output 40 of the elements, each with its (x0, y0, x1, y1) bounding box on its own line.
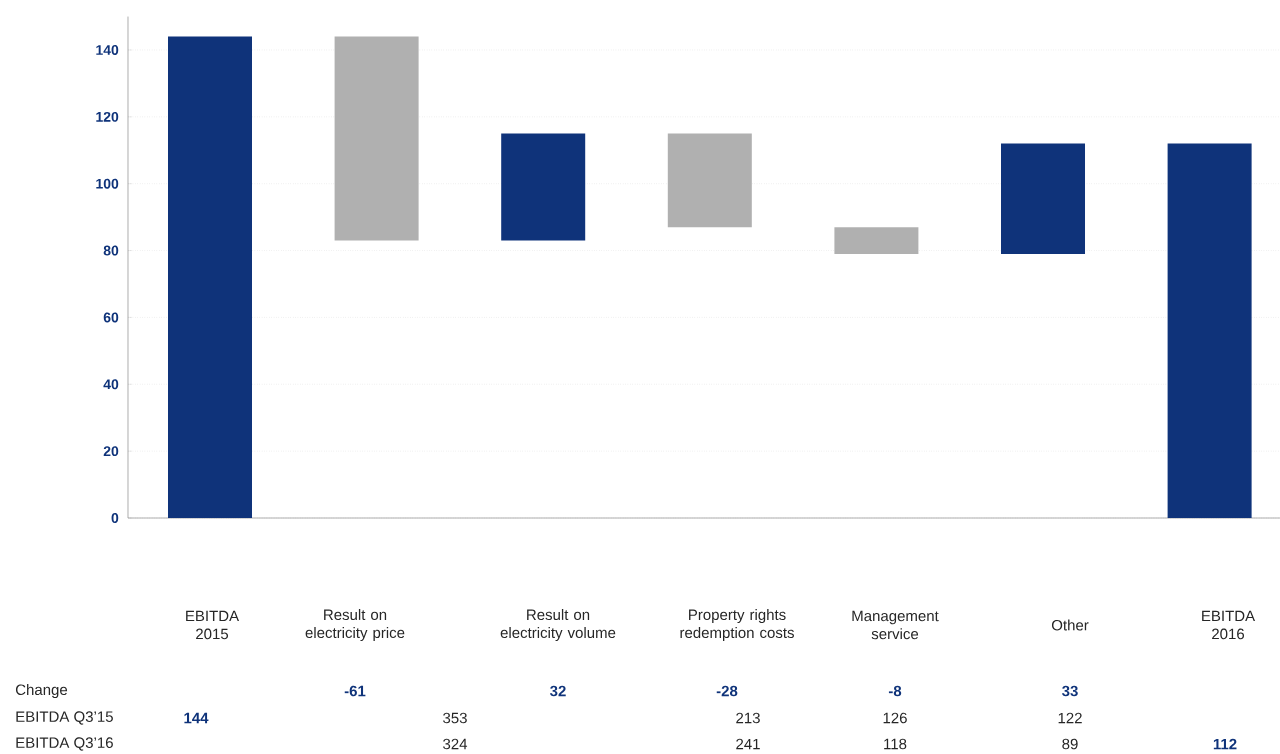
x-tick-label: EBITDA 2015 (186, 610, 240, 640)
text: 89 (1062, 738, 1078, 750)
bar (834, 227, 919, 254)
bar (501, 133, 586, 241)
text: 213 (736, 712, 760, 724)
y-tick-label: 140 (96, 45, 119, 55)
x-tick-label: Management service (852, 610, 939, 640)
text: 324 (443, 738, 468, 750)
text: Change (15, 684, 68, 698)
text: 144 (184, 712, 209, 724)
x-tick-label: Result on electricity price (305, 609, 405, 641)
text: 241 (736, 738, 760, 750)
text: EBITDA Q3’16 (16, 737, 113, 751)
bar (1001, 143, 1086, 254)
y-tick-label: 60 (103, 312, 119, 323)
text: 112 (1213, 738, 1237, 750)
text: 118 (884, 738, 907, 750)
text: 353 (443, 712, 467, 724)
x-tick-label: Other (1051, 619, 1089, 631)
y-tick-label: 40 (103, 379, 119, 390)
y-tick-label: 0 (111, 513, 119, 523)
bar (168, 36, 252, 518)
text: 122 (1058, 712, 1082, 724)
y-tick-label: 120 (96, 111, 119, 122)
x-tick-label: Result on electricity volume (500, 609, 616, 641)
text: 32 (550, 685, 566, 697)
y-tick-label: 80 (103, 245, 119, 256)
text: 126 (883, 712, 907, 724)
y-tick-label: 20 (103, 446, 119, 457)
text: EBITDA Q3’15 (16, 711, 113, 725)
text: -8 (888, 685, 902, 697)
x-tick-label: EBITDA 2016 (1202, 610, 1256, 640)
bar (334, 36, 419, 241)
y-tick-label: 100 (96, 178, 119, 189)
bar (667, 133, 752, 228)
text: -61 (344, 685, 366, 697)
bar (1167, 143, 1252, 518)
text: -28 (716, 685, 738, 697)
x-tick-label: Property rights redemption costs (680, 609, 794, 641)
text: 33 (1062, 685, 1078, 697)
